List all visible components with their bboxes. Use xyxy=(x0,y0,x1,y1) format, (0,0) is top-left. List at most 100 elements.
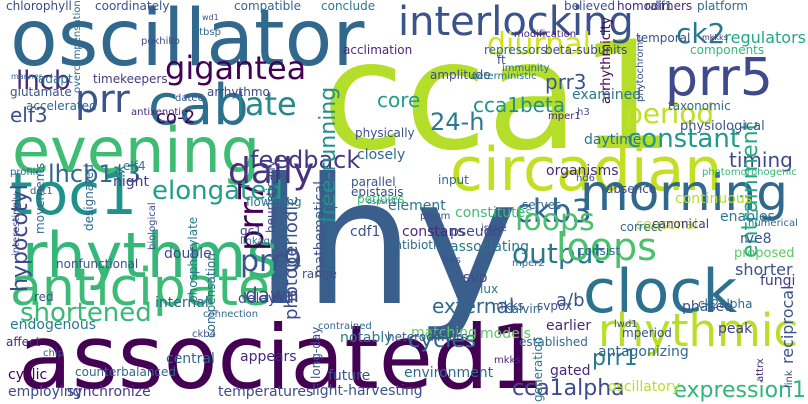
word-output: output xyxy=(512,237,605,270)
word-parallel: parallel xyxy=(351,175,396,189)
word-lhcb: lhcb xyxy=(16,66,71,96)
word-elf4: elf4 xyxy=(123,159,146,173)
word-toc1: toc1 xyxy=(10,160,138,228)
word-established: established xyxy=(519,335,588,349)
word-pisum: pisum xyxy=(420,211,451,222)
word-proposed: proposed xyxy=(734,246,795,261)
word-chip: chip xyxy=(43,348,64,359)
word-lux: lux xyxy=(480,282,499,296)
word-late: late xyxy=(236,85,297,123)
word-conclude: conclude xyxy=(321,0,376,13)
word-h3: h3 xyxy=(577,107,590,118)
word-rhythms: rhythms xyxy=(22,219,279,292)
word-amplitude: amplitude xyxy=(430,68,491,82)
word-appears: appears xyxy=(240,349,297,365)
word-prr1: prr1 xyxy=(592,346,638,371)
word-matching: matching xyxy=(411,325,477,341)
word-regulators: regulators xyxy=(724,28,806,47)
word-mper2: mper2 xyxy=(512,258,545,269)
word-ck2: ck2 xyxy=(676,17,726,50)
word-a-b: a/b xyxy=(556,290,585,311)
word-ospsrr1: ospsrr1 xyxy=(367,197,397,206)
word-long-day: long-day xyxy=(309,326,323,379)
word-feedback: feedback xyxy=(250,146,361,174)
word-canonical: canonical xyxy=(652,217,710,231)
word-loops: loops xyxy=(515,203,595,238)
word-mkkks: mkkks xyxy=(702,33,728,42)
word-cab: cab xyxy=(148,73,249,138)
word-oscillatory: oscillatory xyxy=(608,379,680,395)
word-atbsp: atbsp xyxy=(193,27,221,38)
word-cca1alpha: cca1alpha xyxy=(512,376,625,401)
word-future: future xyxy=(328,368,371,384)
word-beta-subunits: beta-subunits xyxy=(545,43,628,57)
word-gigantea: gigantea xyxy=(165,49,307,87)
word-manner: manner xyxy=(11,72,43,81)
word-link: link xyxy=(784,370,795,388)
word-believed: believed xyxy=(564,0,616,13)
word-synchronize: synchronize xyxy=(67,384,151,400)
word-mathematical: mathematical xyxy=(312,181,328,278)
word-element: element xyxy=(388,198,446,214)
word-external: external xyxy=(432,294,515,318)
word-seasonal: seasonal xyxy=(636,217,698,233)
word-mkks: mkks xyxy=(492,299,524,313)
word-constans: constans xyxy=(402,224,465,240)
word-deterministic: deterministic xyxy=(471,71,537,82)
word-counterbalanced: counterbalanced xyxy=(75,365,177,379)
word-compatible: compatible xyxy=(234,0,301,13)
word-affect: affect xyxy=(6,335,41,349)
word-antagonizing: antagonizing xyxy=(598,344,689,360)
word-chlorophyll: chlorophyll xyxy=(6,0,72,13)
word-biological: biological xyxy=(147,202,158,250)
word-ralf1: ralf1 xyxy=(645,0,673,13)
word-compensation: compensation xyxy=(204,253,218,338)
word-acclimation: acclimation xyxy=(343,43,413,57)
word-temporal: temporal xyxy=(636,31,691,45)
word-attrx: attrx xyxy=(755,358,766,382)
word-prr3: prr3 xyxy=(545,70,587,94)
word-petioles: petioles xyxy=(357,192,405,206)
word-glutamate: glutamate xyxy=(10,85,72,99)
word-daily: daily xyxy=(228,151,315,192)
word-contrained: contrained xyxy=(318,321,372,332)
word-night: night xyxy=(113,174,150,190)
word-input: input xyxy=(438,173,469,187)
word-phased: phased xyxy=(682,299,734,315)
word-delayed: delayed xyxy=(238,291,294,307)
word-elf3: elf3 xyxy=(10,103,48,127)
word-pokhiko: pokhiko xyxy=(141,36,180,47)
word-cycles: cycles xyxy=(408,328,477,353)
word-cdf1: cdf1 xyxy=(350,224,381,240)
word-lhcb1-3: lhcb1*3 xyxy=(48,160,141,188)
word-central: central xyxy=(166,351,215,367)
word-daytime: daytime xyxy=(584,132,642,148)
word-employing: employing xyxy=(8,384,82,400)
word-shortened: shortened xyxy=(20,298,152,328)
word-rhythmic: rhythmic xyxy=(598,304,799,357)
word-date6: date6 xyxy=(175,93,204,104)
word-range: range xyxy=(302,267,337,281)
word-endogenous: endogenous xyxy=(10,317,97,333)
word-linkage: linkage xyxy=(240,236,277,247)
word-red: red xyxy=(34,290,54,304)
word-elongated: elongated xyxy=(152,176,283,206)
word-shorter: shorter xyxy=(735,260,793,279)
word-designated: designated xyxy=(82,164,96,231)
word-taxonomic: taxonomic xyxy=(668,99,731,113)
word-loops: loops xyxy=(556,225,657,269)
word-examined: examined xyxy=(572,87,642,103)
word-prr5: prr5 xyxy=(665,48,773,108)
word-numerical: numerical xyxy=(748,218,798,229)
word-heterodimers: heterodimers xyxy=(387,330,468,344)
word-flowering: flowering xyxy=(246,195,302,209)
word-internal: internal xyxy=(155,295,209,311)
word-continuous: continuous xyxy=(675,191,752,207)
word-accelerated: accelerated xyxy=(26,99,97,113)
word-evening: evening xyxy=(12,114,261,187)
word-coordinately: coordinately xyxy=(95,0,170,13)
word-earlier: earlier xyxy=(546,318,592,334)
word-fungi: fungi xyxy=(760,273,796,289)
word-det1: det1 xyxy=(30,186,53,197)
